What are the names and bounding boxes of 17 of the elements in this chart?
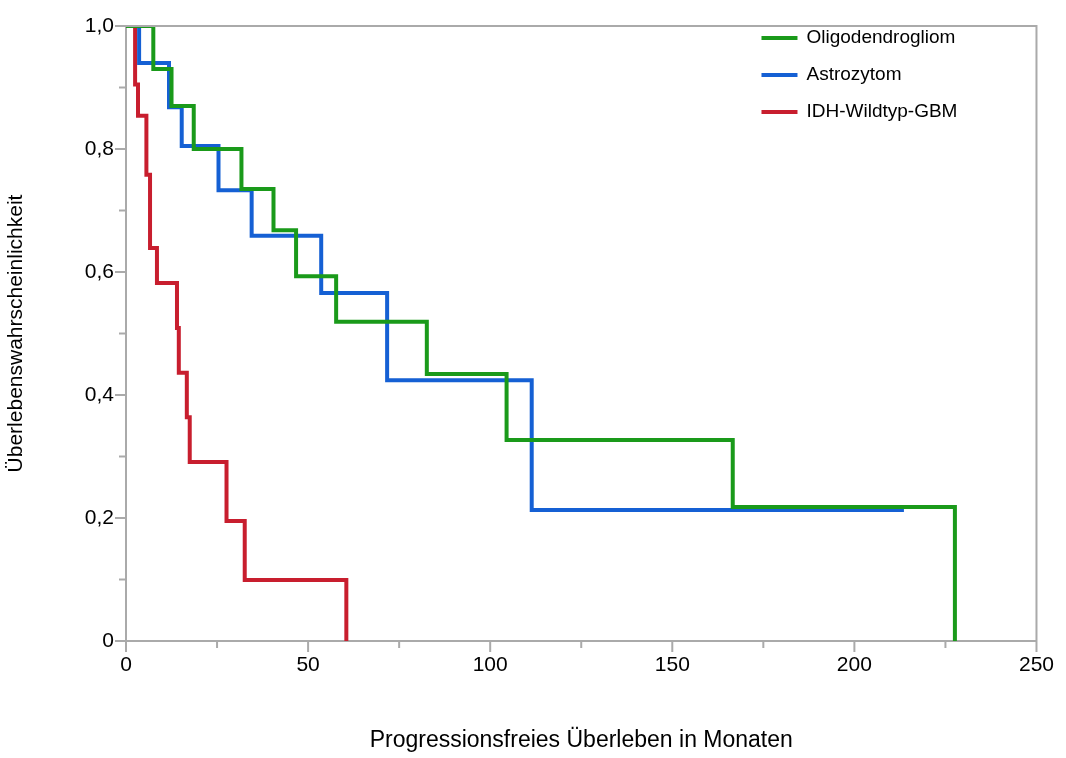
x-tick-label: 150 [654, 652, 690, 676]
x-tick-label: 200 [836, 652, 872, 676]
x-tick-label: 50 [296, 652, 320, 676]
x-axis-title: Progressionsfreies Überleben in Monaten [369, 725, 793, 752]
y-tick-label: 0 [102, 627, 114, 651]
legend-label: IDH-Wildtyp-GBM [806, 100, 958, 122]
legend-label: Astrozytom [806, 63, 902, 85]
y-tick-label: 0,2 [84, 504, 114, 528]
y-tick-label: 1,0 [84, 12, 114, 36]
x-tick-label: 250 [1018, 652, 1054, 676]
y-tick-label: 0,6 [84, 258, 114, 282]
y-tick-label: 0,4 [84, 381, 115, 405]
y-axis-title: Überlebenswahrscheinlichkeit [3, 194, 27, 473]
y-tick-label: 0,8 [84, 135, 114, 159]
legend-label: Oligodendrogliom [806, 26, 956, 48]
x-tick-label: 0 [120, 652, 132, 676]
x-tick-label: 100 [472, 652, 508, 676]
